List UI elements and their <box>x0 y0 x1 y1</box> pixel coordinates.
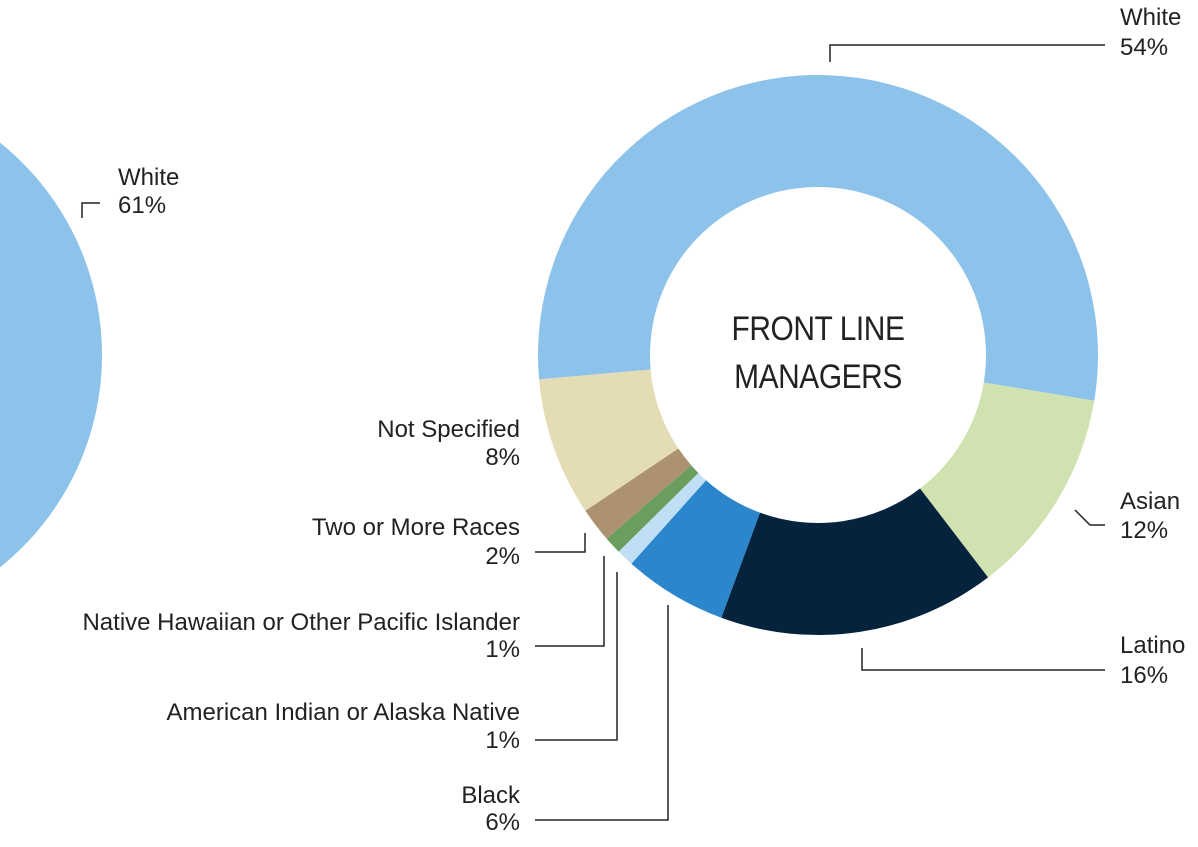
slice-value-label: 12% <box>1120 517 1168 544</box>
slice-value-label: 6% <box>485 809 520 836</box>
donut-segment <box>920 382 1095 578</box>
slice-label: Black <box>461 782 521 809</box>
slice-value-label: 16% <box>1120 662 1168 689</box>
pie-slice <box>0 142 102 568</box>
donut-segment <box>539 369 679 511</box>
leader-line <box>861 648 1105 671</box>
leader-line <box>1074 509 1105 526</box>
slice-value-label: 8% <box>485 444 520 471</box>
leader-line <box>535 556 605 647</box>
slice-label: Two or More Races <box>312 514 520 541</box>
donut-segment <box>538 75 1098 401</box>
slice-value-label: 61% <box>118 192 166 219</box>
donut-segment <box>606 465 699 552</box>
slice-label: Asian <box>1120 488 1180 515</box>
slice-value-label: 2% <box>485 543 520 570</box>
slice-label: Not Specified <box>377 416 520 443</box>
leader-line <box>535 533 586 553</box>
slice-label: American Indian or Alaska Native <box>166 699 520 726</box>
slice-label: Native Hawaiian or Other Pacific Islande… <box>82 609 520 636</box>
donut-segment <box>585 448 692 539</box>
donut-segment <box>721 488 989 636</box>
slice-value-label: 54% <box>1120 34 1168 61</box>
chart-title: FRONT LINE MANAGERS <box>731 310 905 396</box>
slice-value-label: 1% <box>485 636 520 663</box>
donut-segment <box>618 472 707 564</box>
slice-label: Latino <box>1120 632 1185 659</box>
donut-segment <box>631 480 760 618</box>
slice-label: White <box>1120 4 1181 31</box>
leader-line <box>829 44 1105 62</box>
leader-line <box>81 202 100 218</box>
slice-value-label: 1% <box>485 727 520 754</box>
slice-label: White <box>118 164 179 191</box>
leader-line <box>535 572 618 741</box>
leader-line <box>535 605 669 821</box>
